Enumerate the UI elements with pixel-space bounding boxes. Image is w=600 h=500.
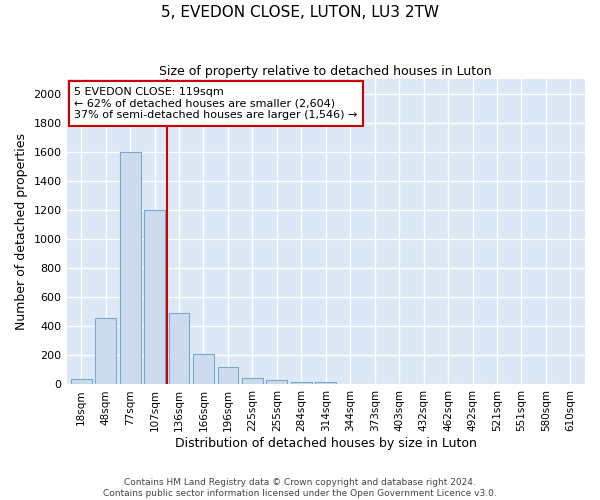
Bar [71,380,92,384]
Bar [95,318,116,384]
Text: 5 EVEDON CLOSE: 119sqm
← 62% of detached houses are smaller (2,604)
37% of semi-: 5 EVEDON CLOSE: 119sqm ← 62% of detached… [74,87,358,120]
Bar [242,378,263,384]
Title: Size of property relative to detached houses in Luton: Size of property relative to detached ho… [160,65,492,78]
Y-axis label: Number of detached properties: Number of detached properties [15,134,28,330]
Bar [144,210,165,384]
Bar [291,382,312,384]
X-axis label: Distribution of detached houses by size in Luton: Distribution of detached houses by size … [175,437,477,450]
Bar [120,152,140,384]
Bar [316,382,336,384]
Bar [266,380,287,384]
Text: Contains HM Land Registry data © Crown copyright and database right 2024.
Contai: Contains HM Land Registry data © Crown c… [103,478,497,498]
Bar [218,367,238,384]
Bar [169,313,190,384]
Text: 5, EVEDON CLOSE, LUTON, LU3 2TW: 5, EVEDON CLOSE, LUTON, LU3 2TW [161,5,439,20]
Bar [193,354,214,384]
